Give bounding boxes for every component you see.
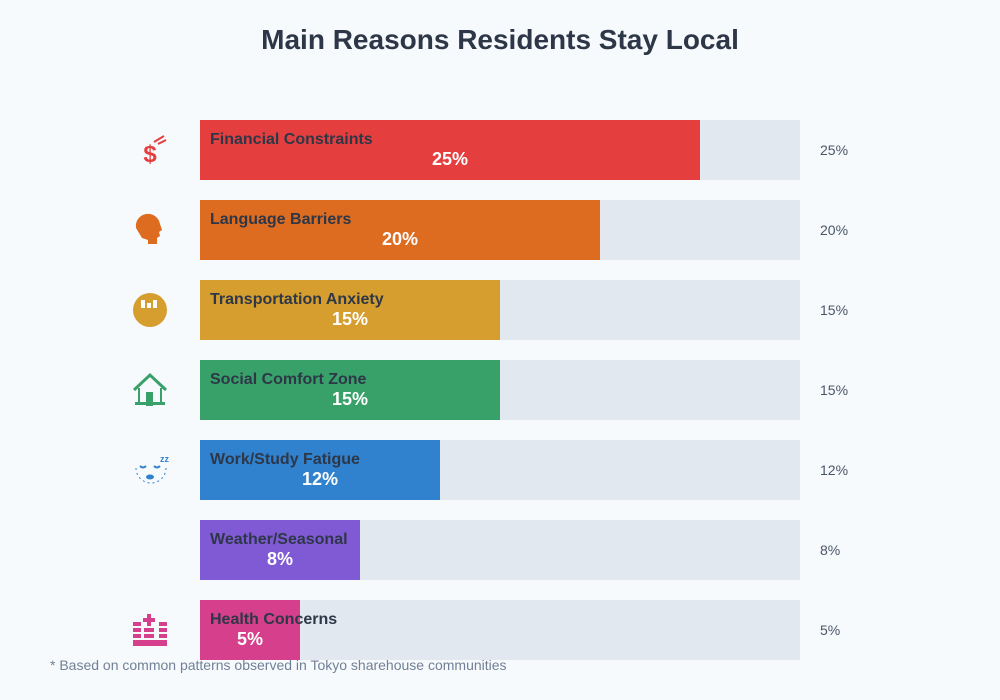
bar-value-side-label: 5% xyxy=(820,622,841,638)
bar-value-side-label: 8% xyxy=(820,542,841,558)
bar-value-label: 8% xyxy=(266,549,293,569)
svg-text:zz: zz xyxy=(160,454,170,464)
bar-label: Social Comfort Zone xyxy=(210,371,367,388)
bar-value-side-label: 15% xyxy=(820,382,849,398)
bar-label: Work/Study Fatigue xyxy=(210,451,360,468)
chart-title: Main Reasons Residents Stay Local xyxy=(261,24,739,55)
bar-value-side-label: 25% xyxy=(820,142,849,158)
house-icon xyxy=(132,372,168,406)
bar-label: Weather/Seasonal xyxy=(210,531,348,548)
bar-value-label: 15% xyxy=(331,309,369,329)
bar-label: Transportation Anxiety xyxy=(210,291,384,308)
svg-text:$: $ xyxy=(143,141,157,168)
bar-value-side-label: 12% xyxy=(820,462,849,478)
bar-track: Health Concerns 5% xyxy=(200,600,800,660)
bar-track: Weather/Seasonal 8% xyxy=(200,520,800,580)
bar: Social Comfort Zone 15% xyxy=(200,360,500,420)
bar-value-label: 5% xyxy=(236,629,263,649)
bar-track: Social Comfort Zone 15% xyxy=(200,360,800,420)
bar-row: Social Comfort Zone 15% 15% xyxy=(0,360,1000,420)
bar-value-label: 15% xyxy=(331,389,369,409)
bar: Health Concerns 5% xyxy=(200,600,337,660)
bar-row: Health Concerns 5% 5% xyxy=(0,600,1000,660)
bar-value-label: 12% xyxy=(301,469,339,489)
bar-value-side-label: 20% xyxy=(820,222,849,238)
bar-row: Weather/Seasonal 8% 8% xyxy=(0,520,1000,580)
bar: Work/Study Fatigue 12% xyxy=(200,440,440,500)
bar-row: zz Work/Study Fatigue 12% 12% xyxy=(0,440,1000,500)
bar-row: Transportation Anxiety 15% 15% xyxy=(0,280,1000,340)
bar: Transportation Anxiety 15% xyxy=(200,280,500,340)
bar: Language Barriers 20% xyxy=(200,200,600,260)
bar-track: Language Barriers 20% xyxy=(200,200,800,260)
sleeping-face-icon: zz xyxy=(135,454,170,484)
bar-label: Health Concerns xyxy=(210,611,338,628)
weather-icon xyxy=(130,532,170,568)
bar-value-label: 20% xyxy=(381,229,419,249)
hospital-icon xyxy=(133,614,167,646)
speaking-head-icon xyxy=(135,213,162,244)
metro-icon xyxy=(133,293,167,327)
bar: Financial Constraints 25% xyxy=(200,120,700,180)
bar-track: Financial Constraints 25% xyxy=(200,120,800,180)
bar-row: Language Barriers 20% 20% xyxy=(0,200,1000,260)
bar-value-side-label: 15% xyxy=(820,302,849,318)
bar: Weather/Seasonal 8% xyxy=(200,520,360,580)
bar-row: $ Financial Constraints 25% 25% xyxy=(0,120,1000,180)
bar-value-label: 25% xyxy=(431,149,469,169)
footnote: * Based on common patterns observed in T… xyxy=(50,657,507,673)
bar-track: Transportation Anxiety 15% xyxy=(200,280,800,340)
money-with-wings-icon: $ xyxy=(143,135,167,168)
bar-label: Language Barriers xyxy=(210,211,352,228)
bar-label: Financial Constraints xyxy=(210,131,373,148)
bar-track: Work/Study Fatigue 12% xyxy=(200,440,800,500)
